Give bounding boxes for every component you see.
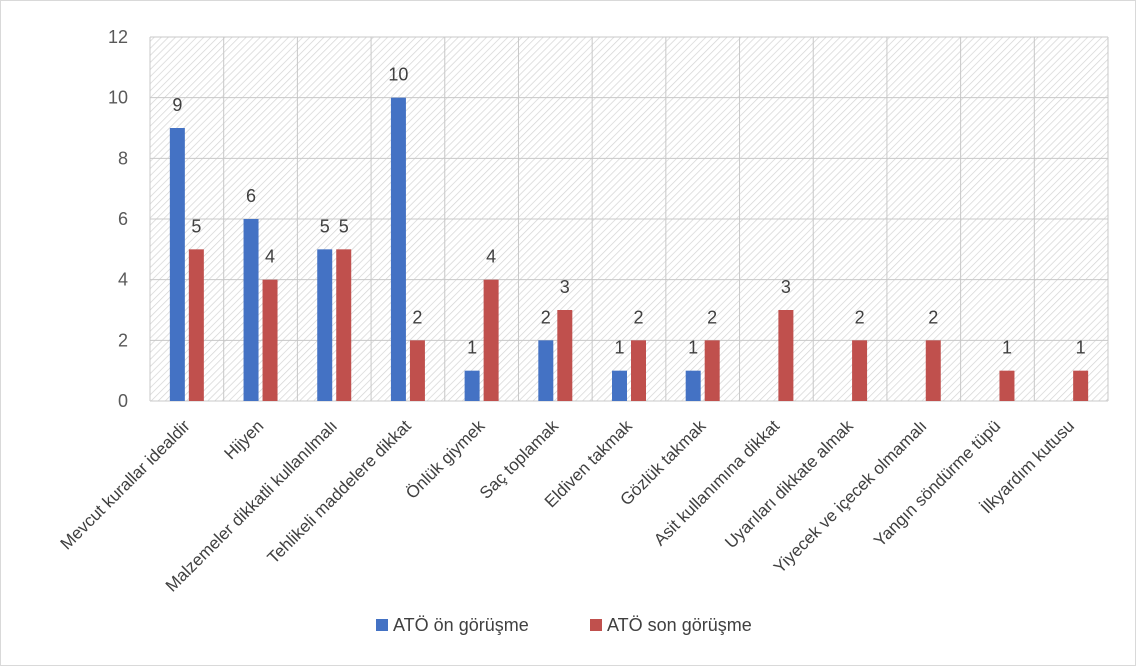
data-label: 5 — [191, 216, 201, 236]
bar-on-gorusme — [169, 128, 185, 401]
data-label: 2 — [633, 307, 643, 327]
legend-label: ATÖ son görüşme — [607, 615, 752, 635]
bar-on-gorusme — [243, 219, 259, 401]
legend-label: ATÖ ön görüşme — [393, 615, 529, 635]
bar-on-gorusme — [317, 249, 333, 401]
bar-son-gorusme — [704, 340, 720, 401]
y-tick-label: 4 — [118, 270, 128, 290]
legend-swatch — [376, 619, 388, 631]
bar-son-gorusme — [188, 249, 204, 401]
gridlines — [149, 36, 1109, 402]
data-label: 4 — [265, 247, 275, 267]
y-tick-label: 12 — [108, 27, 128, 47]
data-label: 2 — [412, 307, 422, 327]
data-label: 1 — [1076, 338, 1086, 358]
bar-on-gorusme — [538, 340, 554, 401]
data-label: 5 — [339, 216, 349, 236]
bar-on-gorusme — [685, 370, 701, 401]
data-label: 2 — [707, 307, 717, 327]
bar-son-gorusme — [631, 340, 646, 401]
bar-son-gorusme — [262, 279, 278, 401]
y-axis-ticks: 0 2 4 6 8 10 12 — [108, 27, 128, 411]
bar-son-gorusme — [1073, 370, 1089, 401]
data-label: 3 — [781, 277, 791, 297]
bar-on-gorusme — [390, 97, 406, 402]
data-label: 1 — [688, 338, 698, 358]
data-label: 2 — [855, 307, 865, 327]
bars — [169, 97, 1089, 402]
bar-son-gorusme — [925, 340, 941, 401]
data-label: 4 — [486, 247, 496, 267]
y-tick-label: 2 — [118, 330, 128, 350]
data-label: 1 — [1002, 338, 1012, 358]
bar-son-gorusme — [336, 249, 352, 401]
data-label: 6 — [246, 186, 256, 206]
data-label: 2 — [928, 307, 938, 327]
data-label: 1 — [467, 338, 477, 358]
y-tick-label: 8 — [118, 148, 128, 168]
data-label: 9 — [172, 95, 182, 115]
data-label: 3 — [560, 277, 570, 297]
bar-son-gorusme — [999, 370, 1015, 401]
legend: ATÖ ön görüşme ATÖ son görüşme — [376, 615, 752, 635]
data-label: 10 — [388, 65, 408, 85]
y-tick-label: 6 — [118, 209, 128, 229]
data-label: 5 — [320, 216, 330, 236]
bar-son-gorusme — [557, 310, 573, 401]
data-label: 1 — [614, 338, 624, 358]
bar-son-gorusme — [778, 310, 794, 401]
legend-swatch — [590, 619, 602, 631]
bar-son-gorusme — [852, 340, 868, 401]
data-label: 2 — [541, 307, 551, 327]
bar-on-gorusme — [464, 370, 480, 401]
y-tick-label: 10 — [108, 88, 128, 108]
bar-on-gorusme — [612, 370, 627, 401]
bar-son-gorusme — [483, 279, 499, 401]
y-tick-label: 0 — [118, 391, 128, 411]
bar-son-gorusme — [409, 340, 425, 401]
